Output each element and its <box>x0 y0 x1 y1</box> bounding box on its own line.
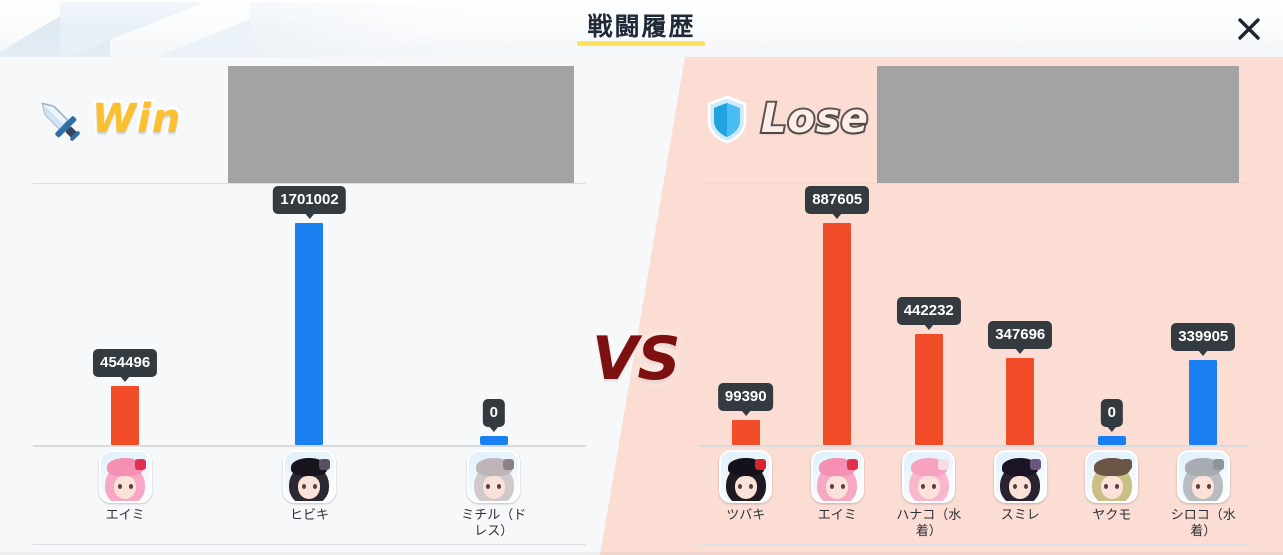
chart-column: 99390 <box>700 197 792 445</box>
bar-value-label: 1701002 <box>273 186 346 219</box>
win-divider-bottom <box>33 544 586 545</box>
win-label: Win <box>89 96 182 142</box>
win-chart-xaxis: エイミ ヒビキ ミチル（ドレス） <box>33 450 586 541</box>
dialog-header: 戦闘履歴 <box>0 0 1283 58</box>
title-underline <box>577 40 706 46</box>
lose-label-container: Lose <box>759 91 870 147</box>
character-name-label: ハナコ（水着） <box>896 508 962 540</box>
chart-xaxis-cell: ハナコ（水着） <box>883 450 975 541</box>
chart-column: 0 <box>402 197 586 445</box>
win-side: Win 454496 1701002 0 エイミ ヒビキ ミチル（ドレス） <box>0 57 600 555</box>
win-result-row: Win <box>30 61 586 183</box>
versus-label: VS <box>592 324 681 394</box>
bar-value-label: 887605 <box>805 186 870 219</box>
close-button[interactable] <box>1229 9 1269 49</box>
character-portrait[interactable] <box>902 450 956 503</box>
dialog-title-container: 戦闘履歴 <box>0 0 1283 57</box>
lose-side: Lose <box>690 57 1283 555</box>
bar-value-label: 339905 <box>1171 323 1236 356</box>
chart-column: 454496 <box>33 197 217 445</box>
chart-xaxis-cell: エイミ <box>792 450 884 541</box>
bar-value-label: 347696 <box>988 321 1053 354</box>
win-divider-top <box>33 183 586 184</box>
chart-column: 442232 <box>883 197 975 445</box>
win-damage-chart: 454496 1701002 0 <box>33 186 586 447</box>
chart-column: 0 <box>1066 197 1158 445</box>
close-icon <box>1238 18 1260 40</box>
character-name-label: ミチル（ドレス） <box>461 508 527 540</box>
character-name-label: エイミ <box>817 508 857 523</box>
character-portrait[interactable] <box>1176 450 1230 503</box>
bar-value-label: 0 <box>482 399 505 432</box>
chart-xaxis-cell: シロコ（水着） <box>1158 450 1250 541</box>
lose-team-name-redacted <box>877 66 1239 183</box>
chart-bar[interactable] <box>731 420 760 445</box>
chart-bar[interactable] <box>479 436 508 445</box>
chart-column: 339905 <box>1158 197 1250 445</box>
chart-bar[interactable] <box>914 334 943 445</box>
header-highlight-line <box>0 0 1283 2</box>
bar-value-label: 454496 <box>93 349 158 382</box>
lose-damage-chart: 99390 887605 442232 347696 0 339905 <box>700 186 1250 447</box>
shield-icon <box>699 91 755 147</box>
character-portrait[interactable] <box>282 450 336 503</box>
win-chart-baseline <box>33 445 586 447</box>
win-team-name-redacted <box>228 66 574 183</box>
header-gloss <box>0 0 1283 57</box>
chart-column: 1701002 <box>217 186 401 445</box>
sword-icon <box>30 91 86 147</box>
chart-bar[interactable] <box>295 223 324 445</box>
lose-chart-xaxis: ツバキ エイミ ハナコ（水着） スミレ ヤクモ シロコ（水着） <box>700 450 1249 541</box>
character-name-label: エイミ <box>105 508 145 523</box>
character-name-label: ツバキ <box>726 508 766 523</box>
chart-xaxis-cell: ヒビキ <box>217 450 401 541</box>
chart-xaxis-cell: ツバキ <box>700 450 792 541</box>
chart-bar[interactable] <box>1189 360 1218 445</box>
chart-column: 347696 <box>975 197 1067 445</box>
lose-divider-top <box>700 183 1249 184</box>
character-name-label: スミレ <box>1000 508 1040 523</box>
win-chart-columns: 454496 1701002 0 <box>33 186 586 445</box>
character-name-label: ヤクモ <box>1092 508 1132 523</box>
lose-result-row: Lose <box>699 61 1259 183</box>
dialog-body: Win 454496 1701002 0 エイミ ヒビキ ミチル（ドレス） VS <box>0 57 1283 555</box>
page-title-text: 戦闘履歴 <box>587 11 696 41</box>
bar-value-label: 99390 <box>717 383 774 416</box>
character-portrait[interactable] <box>810 450 864 503</box>
character-name-label: シロコ（水着） <box>1170 508 1236 540</box>
character-portrait[interactable] <box>467 450 521 503</box>
body-bottom-edge <box>0 552 1283 555</box>
bar-value-label: 0 <box>1100 399 1123 432</box>
bar-value-label: 442232 <box>896 297 961 330</box>
chart-xaxis-cell: エイミ <box>33 450 217 541</box>
chart-bar[interactable] <box>823 223 852 445</box>
chart-bar[interactable] <box>111 386 140 445</box>
chart-bar[interactable] <box>1006 358 1035 445</box>
chart-xaxis-cell: ヤクモ <box>1066 450 1158 541</box>
chart-bar[interactable] <box>1097 436 1126 445</box>
character-portrait[interactable] <box>98 450 152 503</box>
lose-label: Lose <box>759 96 870 142</box>
chart-xaxis-cell: ミチル（ドレス） <box>402 450 586 541</box>
chart-column: 887605 <box>792 186 884 445</box>
lose-chart-columns: 99390 887605 442232 347696 0 339905 <box>700 186 1250 445</box>
character-portrait[interactable] <box>719 450 773 503</box>
win-label-container: Win <box>89 91 182 147</box>
chart-xaxis-cell: スミレ <box>975 450 1067 541</box>
character-portrait[interactable] <box>993 450 1047 503</box>
character-portrait[interactable] <box>1085 450 1139 503</box>
lose-chart-baseline <box>700 445 1249 447</box>
character-name-label: ヒビキ <box>289 508 329 523</box>
lose-divider-bottom <box>700 544 1249 545</box>
page-title: 戦闘履歴 <box>577 11 706 46</box>
